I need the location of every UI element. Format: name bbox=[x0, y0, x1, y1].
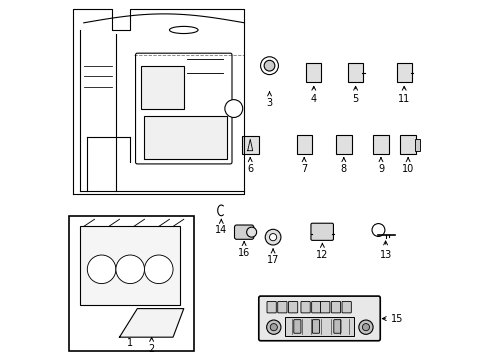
Text: 4: 4 bbox=[310, 86, 316, 104]
Text: 10: 10 bbox=[401, 158, 413, 174]
Text: 1: 1 bbox=[127, 338, 133, 348]
FancyBboxPatch shape bbox=[288, 301, 297, 313]
Text: 12: 12 bbox=[316, 243, 328, 260]
Circle shape bbox=[246, 227, 256, 237]
Circle shape bbox=[116, 255, 144, 284]
Text: 14: 14 bbox=[215, 219, 227, 235]
FancyBboxPatch shape bbox=[285, 317, 353, 336]
FancyBboxPatch shape bbox=[80, 226, 180, 305]
FancyBboxPatch shape bbox=[347, 63, 363, 82]
Circle shape bbox=[144, 255, 173, 284]
Text: 11: 11 bbox=[397, 86, 409, 104]
Circle shape bbox=[270, 324, 277, 331]
Text: 3: 3 bbox=[266, 92, 272, 108]
Ellipse shape bbox=[169, 26, 198, 33]
Circle shape bbox=[264, 229, 281, 245]
Text: 2: 2 bbox=[148, 337, 154, 354]
FancyBboxPatch shape bbox=[331, 301, 340, 313]
Circle shape bbox=[371, 224, 384, 237]
FancyBboxPatch shape bbox=[320, 301, 329, 313]
FancyBboxPatch shape bbox=[293, 320, 300, 333]
FancyBboxPatch shape bbox=[258, 296, 380, 341]
Circle shape bbox=[358, 320, 372, 334]
FancyBboxPatch shape bbox=[335, 135, 351, 154]
FancyBboxPatch shape bbox=[396, 63, 411, 82]
FancyBboxPatch shape bbox=[372, 135, 388, 154]
FancyBboxPatch shape bbox=[305, 63, 321, 82]
FancyBboxPatch shape bbox=[144, 116, 226, 158]
Circle shape bbox=[362, 324, 369, 331]
Text: 8: 8 bbox=[340, 158, 346, 174]
FancyBboxPatch shape bbox=[341, 301, 350, 313]
FancyBboxPatch shape bbox=[241, 136, 258, 154]
Text: 7: 7 bbox=[301, 158, 306, 174]
FancyBboxPatch shape bbox=[400, 135, 415, 154]
Text: 6: 6 bbox=[246, 158, 253, 174]
FancyBboxPatch shape bbox=[333, 320, 340, 333]
Text: 5: 5 bbox=[352, 86, 358, 104]
FancyBboxPatch shape bbox=[135, 53, 231, 164]
FancyBboxPatch shape bbox=[300, 301, 309, 313]
Circle shape bbox=[224, 100, 242, 117]
FancyBboxPatch shape bbox=[312, 320, 319, 333]
FancyBboxPatch shape bbox=[234, 225, 253, 239]
FancyBboxPatch shape bbox=[311, 301, 320, 313]
Text: 15: 15 bbox=[382, 314, 403, 324]
Circle shape bbox=[269, 234, 276, 241]
Text: 17: 17 bbox=[266, 249, 279, 265]
FancyBboxPatch shape bbox=[277, 301, 286, 313]
FancyBboxPatch shape bbox=[296, 135, 311, 154]
FancyBboxPatch shape bbox=[266, 301, 276, 313]
Text: 13: 13 bbox=[379, 241, 391, 260]
FancyBboxPatch shape bbox=[69, 216, 194, 351]
Text: 9: 9 bbox=[377, 158, 383, 174]
Circle shape bbox=[260, 57, 278, 75]
Text: 16: 16 bbox=[238, 242, 250, 258]
Circle shape bbox=[87, 255, 116, 284]
FancyBboxPatch shape bbox=[414, 139, 419, 151]
Circle shape bbox=[264, 60, 274, 71]
Polygon shape bbox=[119, 309, 183, 337]
FancyBboxPatch shape bbox=[310, 223, 333, 240]
FancyBboxPatch shape bbox=[141, 66, 183, 109]
Circle shape bbox=[266, 320, 281, 334]
